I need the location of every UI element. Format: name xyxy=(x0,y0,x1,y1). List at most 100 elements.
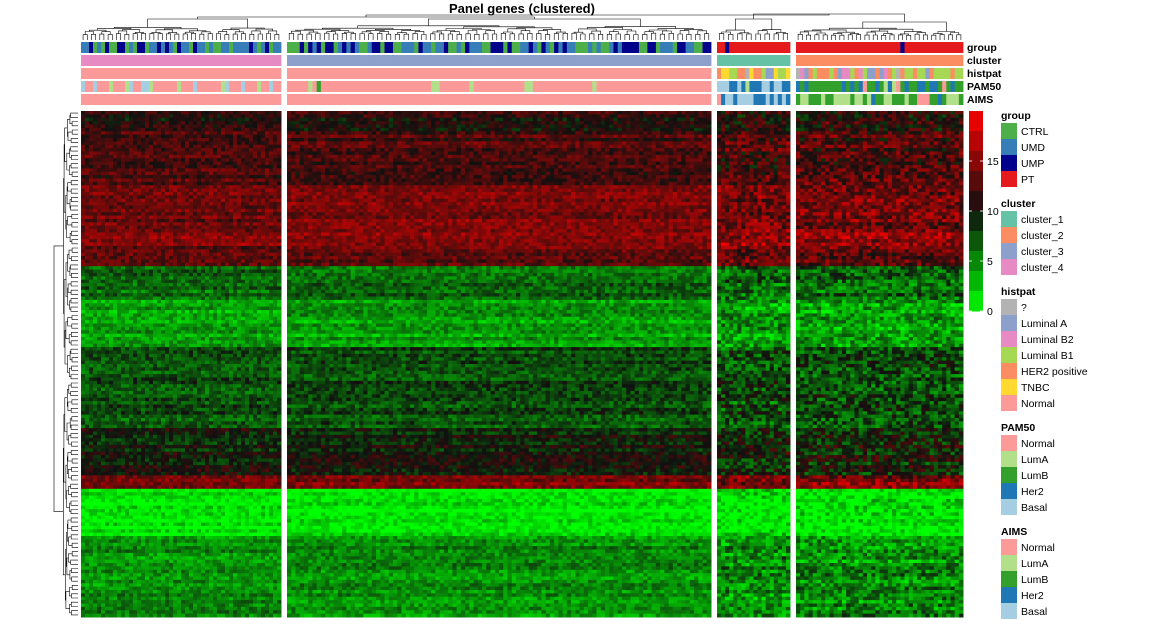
legend-entry-label: LumA xyxy=(1021,558,1048,570)
legend-swatch xyxy=(1001,331,1017,347)
colorbar-step xyxy=(969,271,983,292)
heatmap-body xyxy=(81,111,964,618)
legend-entry-label: Luminal B1 xyxy=(1021,350,1074,362)
legend-swatch xyxy=(1001,539,1017,555)
legend-swatch xyxy=(1001,555,1017,571)
legend-entry-label: TNBC xyxy=(1021,382,1050,394)
legend-group: group CTRL UMD UMP PT xyxy=(1001,110,1049,187)
legend-swatch xyxy=(1001,451,1017,467)
legend-swatch xyxy=(1001,171,1017,187)
heatmap-slice-cluster_1 xyxy=(717,111,791,618)
annotation-label-AIMS: AIMS xyxy=(967,94,993,106)
legend-entry-label: Basal xyxy=(1021,502,1047,514)
colorbar-tick-label: 15 xyxy=(987,156,999,168)
heatmap-slice-cluster_3 xyxy=(287,111,712,618)
legend-title-cluster: cluster xyxy=(1001,198,1035,210)
legend-entry-label: ? xyxy=(1021,302,1027,314)
legend-swatch xyxy=(1001,139,1017,155)
legend-entry-label: cluster_1 xyxy=(1021,214,1064,226)
legend-title-histpat: histpat xyxy=(1001,286,1036,298)
legend-entry-label: UMD xyxy=(1021,142,1045,154)
legend-swatch xyxy=(1001,259,1017,275)
heatmap-slice-cluster_2 xyxy=(796,111,964,618)
legend-swatch xyxy=(1001,603,1017,619)
colorbar-step xyxy=(969,111,983,132)
legend-entry-label: Basal xyxy=(1021,606,1047,618)
annotation-label-PAM50: PAM50 xyxy=(967,81,1001,93)
legend-entry-label: LumB xyxy=(1021,574,1048,586)
legend-histpat: histpat? Luminal A Luminal B2 Luminal B1 HER… xyxy=(1001,286,1088,411)
colorbar-step xyxy=(969,191,983,212)
legend-entry-label: LumB xyxy=(1021,470,1048,482)
legend-swatch xyxy=(1001,587,1017,603)
legend-swatch xyxy=(1001,243,1017,259)
legend-swatch xyxy=(1001,379,1017,395)
legend-entry-label: Normal xyxy=(1021,542,1055,554)
annotation-track-histpat xyxy=(81,68,963,79)
colorbar-tick-label: 0 xyxy=(987,306,993,318)
colorbar-step xyxy=(969,291,983,312)
annotation-label-cluster: cluster xyxy=(967,55,1001,67)
legend-AIMS: AIMS Normal LumA LumB Her2 Basal xyxy=(1001,526,1055,619)
annotation-label-group: group xyxy=(967,42,997,54)
colorbar-tick-label: 5 xyxy=(987,256,993,268)
column-dendrogram-root xyxy=(198,14,905,22)
legend-entry-label: Normal xyxy=(1021,438,1055,450)
legend-entry-label: CTRL xyxy=(1021,126,1049,138)
legend-swatch xyxy=(1001,395,1017,411)
legend-swatch xyxy=(1001,571,1017,587)
column-annotations xyxy=(81,42,963,105)
legend-swatch xyxy=(1001,435,1017,451)
column-dendrogram-cluster_4 xyxy=(83,19,279,40)
column-dendrogram xyxy=(83,14,961,40)
annotation-label-histpat: histpat xyxy=(967,68,1002,80)
annotation-track-cluster xyxy=(81,55,963,66)
legend-entry-label: cluster_4 xyxy=(1021,262,1064,274)
legend-cluster: cluster cluster_1 cluster_2 cluster_3cluste… xyxy=(1001,198,1064,275)
legend-swatch xyxy=(1001,211,1017,227)
legend-swatch xyxy=(1001,363,1017,379)
annotation-legends: groupCTRLUMDUMPPTclustercluster_1cluster… xyxy=(1001,110,1088,619)
legend-swatch xyxy=(1001,315,1017,331)
legend-swatch xyxy=(1001,227,1017,243)
legend-entry-label: LumA xyxy=(1021,454,1048,466)
legend-entry-label: cluster_3 xyxy=(1021,246,1064,258)
legend-swatch xyxy=(1001,155,1017,171)
legend-swatch xyxy=(1001,299,1017,315)
legend-swatch xyxy=(1001,499,1017,515)
column-dendrogram-cluster_1 xyxy=(719,19,787,40)
legend-swatch xyxy=(1001,123,1017,139)
legend-entry-label: UMP xyxy=(1021,158,1044,170)
legend-title-PAM50: PAM50 xyxy=(1001,422,1035,434)
legend-entry-label: PT xyxy=(1021,174,1035,186)
colorbar-tick-label: 10 xyxy=(987,206,999,218)
annotation-track-group xyxy=(81,42,963,53)
legend-entry-label: HER2 positive xyxy=(1021,366,1088,378)
legend-entry-label: Luminal A xyxy=(1021,318,1067,330)
colorbar-step xyxy=(969,231,983,252)
chart-title: Panel genes (clustered) xyxy=(449,1,595,16)
column-dendrogram-cluster_3 xyxy=(289,19,709,40)
legend-swatch xyxy=(1001,467,1017,483)
row-dendrogram xyxy=(54,113,78,615)
column-dendrogram-cluster_2 xyxy=(798,22,961,40)
colorbar-step xyxy=(969,171,983,192)
colorbar-step xyxy=(969,211,983,232)
legend-entry-label: Her2 xyxy=(1021,486,1044,498)
legend-entry-label: cluster_2 xyxy=(1021,230,1064,242)
annotation-track-AIMS xyxy=(81,94,963,105)
legend-entry-label: Her2 xyxy=(1021,590,1044,602)
legend-swatch xyxy=(1001,347,1017,363)
legend-entry-label: Normal xyxy=(1021,398,1055,410)
legend-title-group: group xyxy=(1001,110,1031,122)
heatmap-slice-cluster_4 xyxy=(81,111,282,618)
legend-entry-label: Luminal B2 xyxy=(1021,334,1074,346)
legend-swatch xyxy=(1001,483,1017,499)
legend-PAM50: PAM50 Normal LumA LumB Her2 Basal xyxy=(1001,422,1055,515)
colorbar-step xyxy=(969,131,983,152)
legend-title-AIMS: AIMS xyxy=(1001,526,1027,538)
annotation-track-PAM50 xyxy=(81,81,963,92)
color-scale-legend: 0 5 10 15 xyxy=(969,111,999,318)
